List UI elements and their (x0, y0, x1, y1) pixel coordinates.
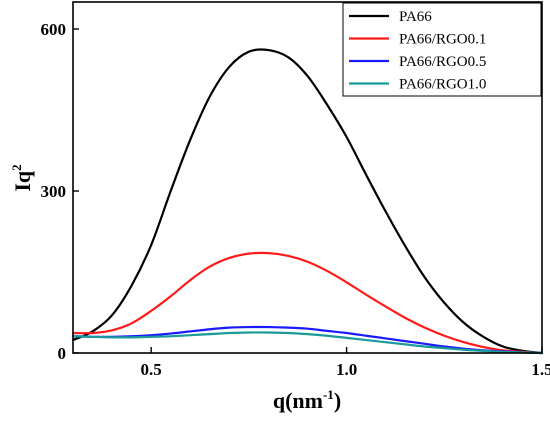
x-axis-label-tail: ) (334, 388, 341, 413)
legend-label-3: PA66/RGO0.5 (399, 54, 486, 70)
series-line-3 (71, 325, 544, 355)
series-line-4 (71, 331, 544, 355)
legend-label-4: PA66/RGO1.0 (399, 77, 486, 93)
y-tick-label: 300 (41, 182, 67, 201)
plot-frame (72, 1, 543, 354)
x-tick-label: 0.5 (141, 360, 162, 379)
legend-label-2: PA66/RGO0.1 (399, 32, 486, 48)
legend: PA66 PA66/RGO0.1 PA66/RGO0.5 PA66/RGO1.0 (342, 2, 542, 97)
x-tick-label: 1.5 (531, 360, 550, 379)
series-line-1 (71, 48, 544, 355)
x-tick-label: 1.0 (336, 360, 357, 379)
series-layer (71, 48, 544, 355)
legend-box (342, 2, 542, 97)
x-axis-label-sup: -1 (323, 387, 334, 402)
y-tick-label: 600 (41, 20, 67, 39)
y-tick-label: 0 (58, 344, 67, 363)
y-axis-label-sup: 2 (9, 164, 24, 171)
x-axis-label: q(nm-1) (273, 387, 341, 413)
x-axis-label-base: q(nm (273, 388, 323, 413)
y-axis-label: Iq2 (9, 164, 35, 191)
series-line-2 (71, 251, 544, 355)
y-axis-label-base: Iq (10, 170, 35, 192)
legend-label-1: PA66 (399, 9, 432, 25)
